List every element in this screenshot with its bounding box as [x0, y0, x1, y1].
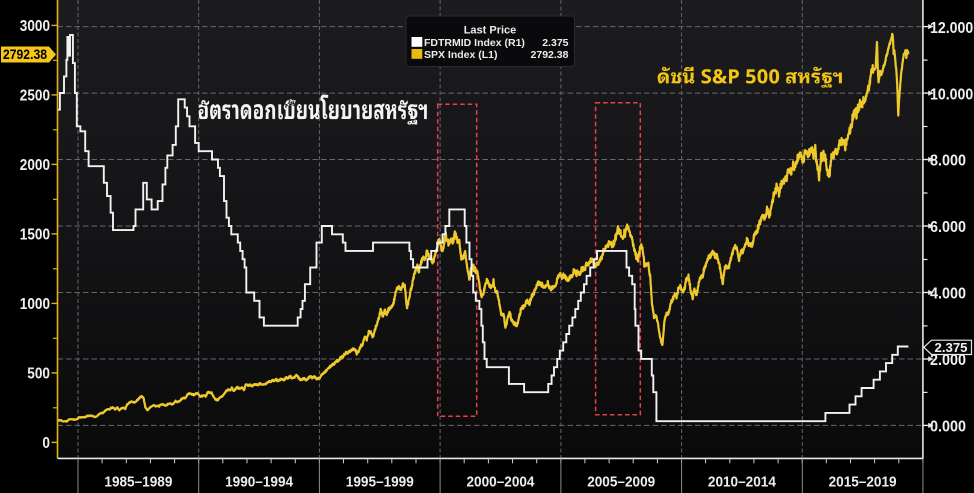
svg-text:1000: 1000	[20, 296, 50, 313]
svg-text:0.000: 0.000	[930, 419, 966, 436]
svg-text:500: 500	[27, 366, 50, 383]
svg-text:2000–2004: 2000–2004	[467, 474, 536, 491]
svg-text:2.375: 2.375	[935, 340, 968, 355]
svg-text:2792.38: 2792.38	[3, 47, 47, 62]
svg-text:Last Price: Last Price	[464, 25, 517, 37]
svg-text:1995–1999: 1995–1999	[346, 474, 414, 491]
svg-text:2005–2009: 2005–2009	[587, 474, 655, 491]
svg-text:2000: 2000	[20, 157, 50, 174]
svg-text:2015–2019: 2015–2019	[829, 474, 897, 491]
svg-text:2.000: 2.000	[930, 352, 966, 369]
svg-text:6.000: 6.000	[930, 219, 966, 236]
svg-text:1985–1989: 1985–1989	[104, 474, 172, 491]
svg-text:2.375: 2.375	[542, 37, 568, 49]
svg-text:1500: 1500	[20, 227, 50, 244]
svg-text:2500: 2500	[20, 88, 50, 105]
svg-text:8.000: 8.000	[930, 153, 966, 170]
svg-text:12.000: 12.000	[930, 20, 973, 37]
svg-text:2010–2014: 2010–2014	[708, 474, 777, 491]
svg-text:10.000: 10.000	[930, 86, 973, 103]
svg-text:0: 0	[42, 435, 50, 452]
svg-text:3000: 3000	[20, 18, 50, 35]
svg-text:2792.38: 2792.38	[531, 49, 569, 61]
svg-text:SPX Index (L1): SPX Index (L1)	[424, 49, 498, 61]
svg-text:1990–1994: 1990–1994	[225, 474, 294, 491]
svg-text:4.000: 4.000	[930, 286, 966, 303]
svg-text:FDTRMID Index (R1): FDTRMID Index (R1)	[424, 37, 525, 49]
